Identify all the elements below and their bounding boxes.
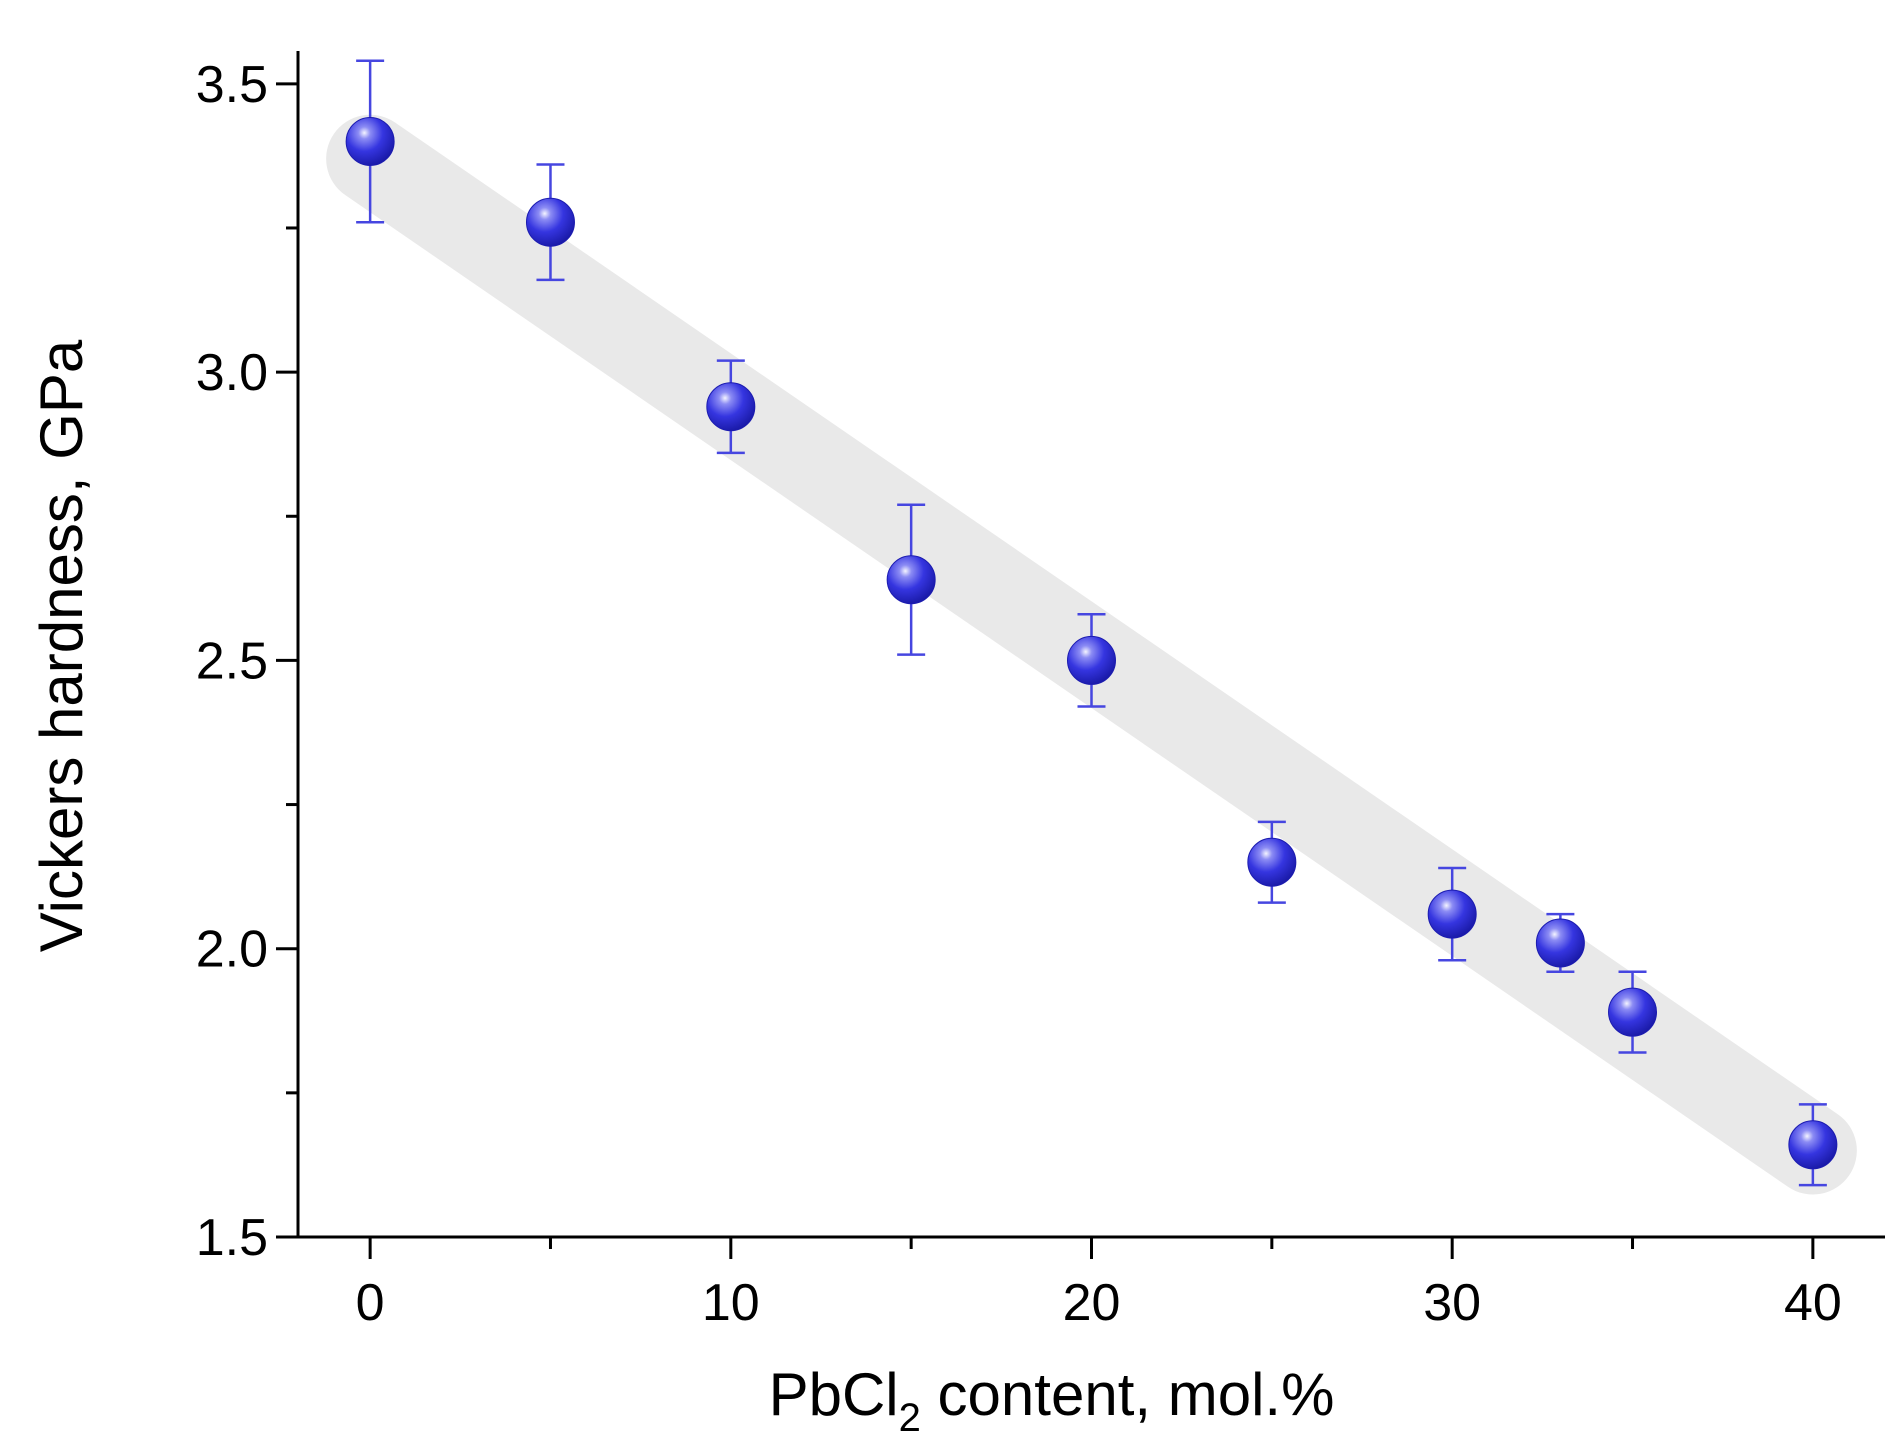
x-tick-label-10: 10 xyxy=(702,1274,760,1332)
x-tick-label-30: 30 xyxy=(1423,1274,1481,1332)
x-axis-title-subscript: 2 xyxy=(899,1396,921,1440)
y-axis-title: Vickers hardness, GPa xyxy=(28,339,95,952)
data-point-1 xyxy=(525,197,575,247)
y-tick-label-1.5: 1.5 xyxy=(196,1209,268,1267)
x-axis-title: PbCl2 content, mol.% xyxy=(769,1361,1335,1440)
data-point-3 xyxy=(886,555,936,605)
x-tick-label-20: 20 xyxy=(1063,1274,1121,1332)
y-tick-label-2.5: 2.5 xyxy=(196,632,268,690)
data-point-4 xyxy=(1067,635,1116,685)
x-axis-title-suffix: content, mol.% xyxy=(921,1361,1335,1428)
y-tick-label-2.0: 2.0 xyxy=(196,921,268,979)
data-point-2 xyxy=(706,382,756,432)
y-tick-label-3.0: 3.0 xyxy=(196,344,268,402)
axes xyxy=(276,51,1885,1259)
axis-labels: 0 10 20 30 40 1.5 2.0 2.5 3.0 3.5 PbCl2 content, m… xyxy=(28,56,1842,1440)
x-tick-label-40: 40 xyxy=(1784,1274,1842,1332)
data-point-9 xyxy=(1788,1120,1838,1170)
y-tick-label-3.5: 3.5 xyxy=(196,56,268,114)
x-axis-title-prefix: PbCl xyxy=(769,1361,899,1428)
data-point-5 xyxy=(1247,837,1297,887)
x-tick-label-0: 0 xyxy=(356,1274,385,1332)
data-point-7 xyxy=(1535,918,1585,968)
data-point-6 xyxy=(1427,889,1477,939)
data-points xyxy=(345,116,1838,1170)
data-point-8 xyxy=(1608,987,1658,1037)
data-point-0 xyxy=(345,116,395,166)
